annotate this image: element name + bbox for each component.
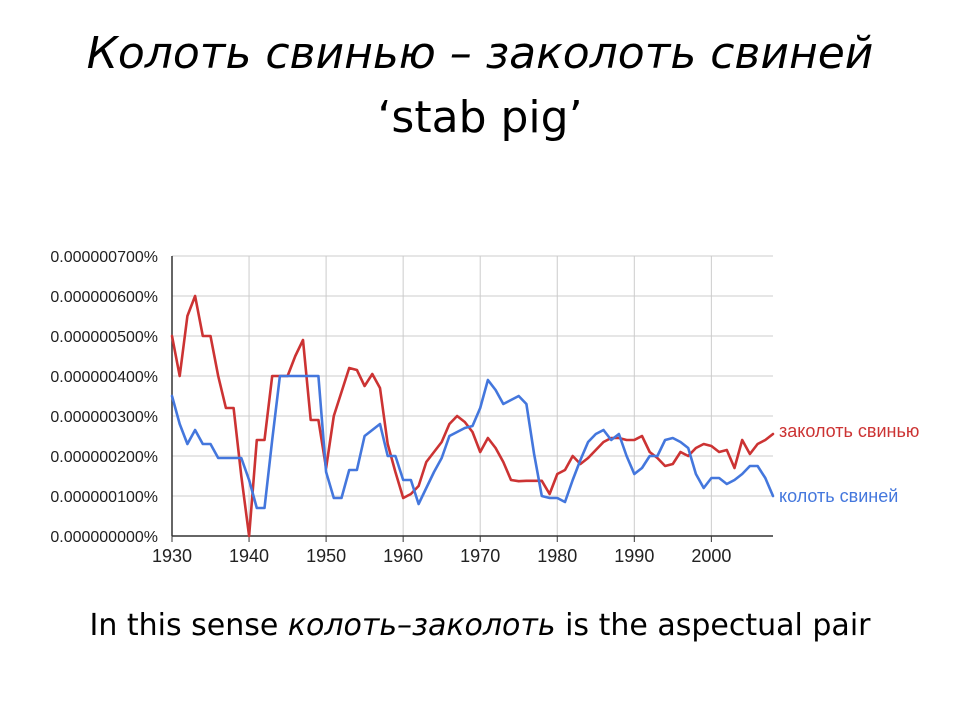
y-tick-label: 0.000000200% [50,449,158,466]
slide-title: Колоть свинью – заколоть свиней ‘stab pi… [0,22,960,150]
y-tick-label: 0.000000600% [50,289,158,306]
caption-suffix: is the aspectual pair [555,608,871,643]
x-tick-label: 2000 [691,546,731,566]
x-tick-label: 1980 [537,546,577,566]
caption-term: колоть–заколоть [287,608,556,643]
x-tick-label: 1970 [460,546,500,566]
legend: заколоть свинью колоть свиней [779,421,919,506]
legend-label-zakolot-svinyu: заколоть свинью [779,421,919,441]
y-tick-label: 0.000000000% [50,529,158,546]
slide-title-line-2: ‘stab pig’ [377,92,583,143]
slide-caption: In this sense колоть–заколоть is the asp… [0,604,960,648]
series-lines [170,294,775,538]
x-tick-label: 1990 [614,546,654,566]
x-tick-label: 1940 [229,546,269,566]
y-tick-label: 0.000000100% [50,489,158,506]
ngram-line-chart: 0.000000000% 0.000000100% 0.000000200% 0.00… [50,249,919,566]
x-tick-label: 1930 [152,546,192,566]
caption-prefix: In this sense [89,608,288,643]
series-line-zakolot-svinyu [170,294,775,538]
tick-labels: 0.000000000% 0.000000100% 0.000000200% 0.00… [50,249,731,566]
y-tick-label: 0.000000300% [50,409,158,426]
y-tick-label: 0.000000700% [50,249,158,266]
gridlines [171,255,773,537]
legend-label-kolot-sviney: колоть свиней [779,486,898,506]
y-tick-label: 0.000000400% [50,369,158,386]
x-tick-label: 1950 [306,546,346,566]
axes [171,256,773,542]
y-tick-label: 0.000000500% [50,329,158,346]
series-line-kolot-sviney [170,374,775,510]
x-tick-label: 1960 [383,546,423,566]
slide-title-line-1: Колоть свинью – заколоть свиней [86,28,874,79]
